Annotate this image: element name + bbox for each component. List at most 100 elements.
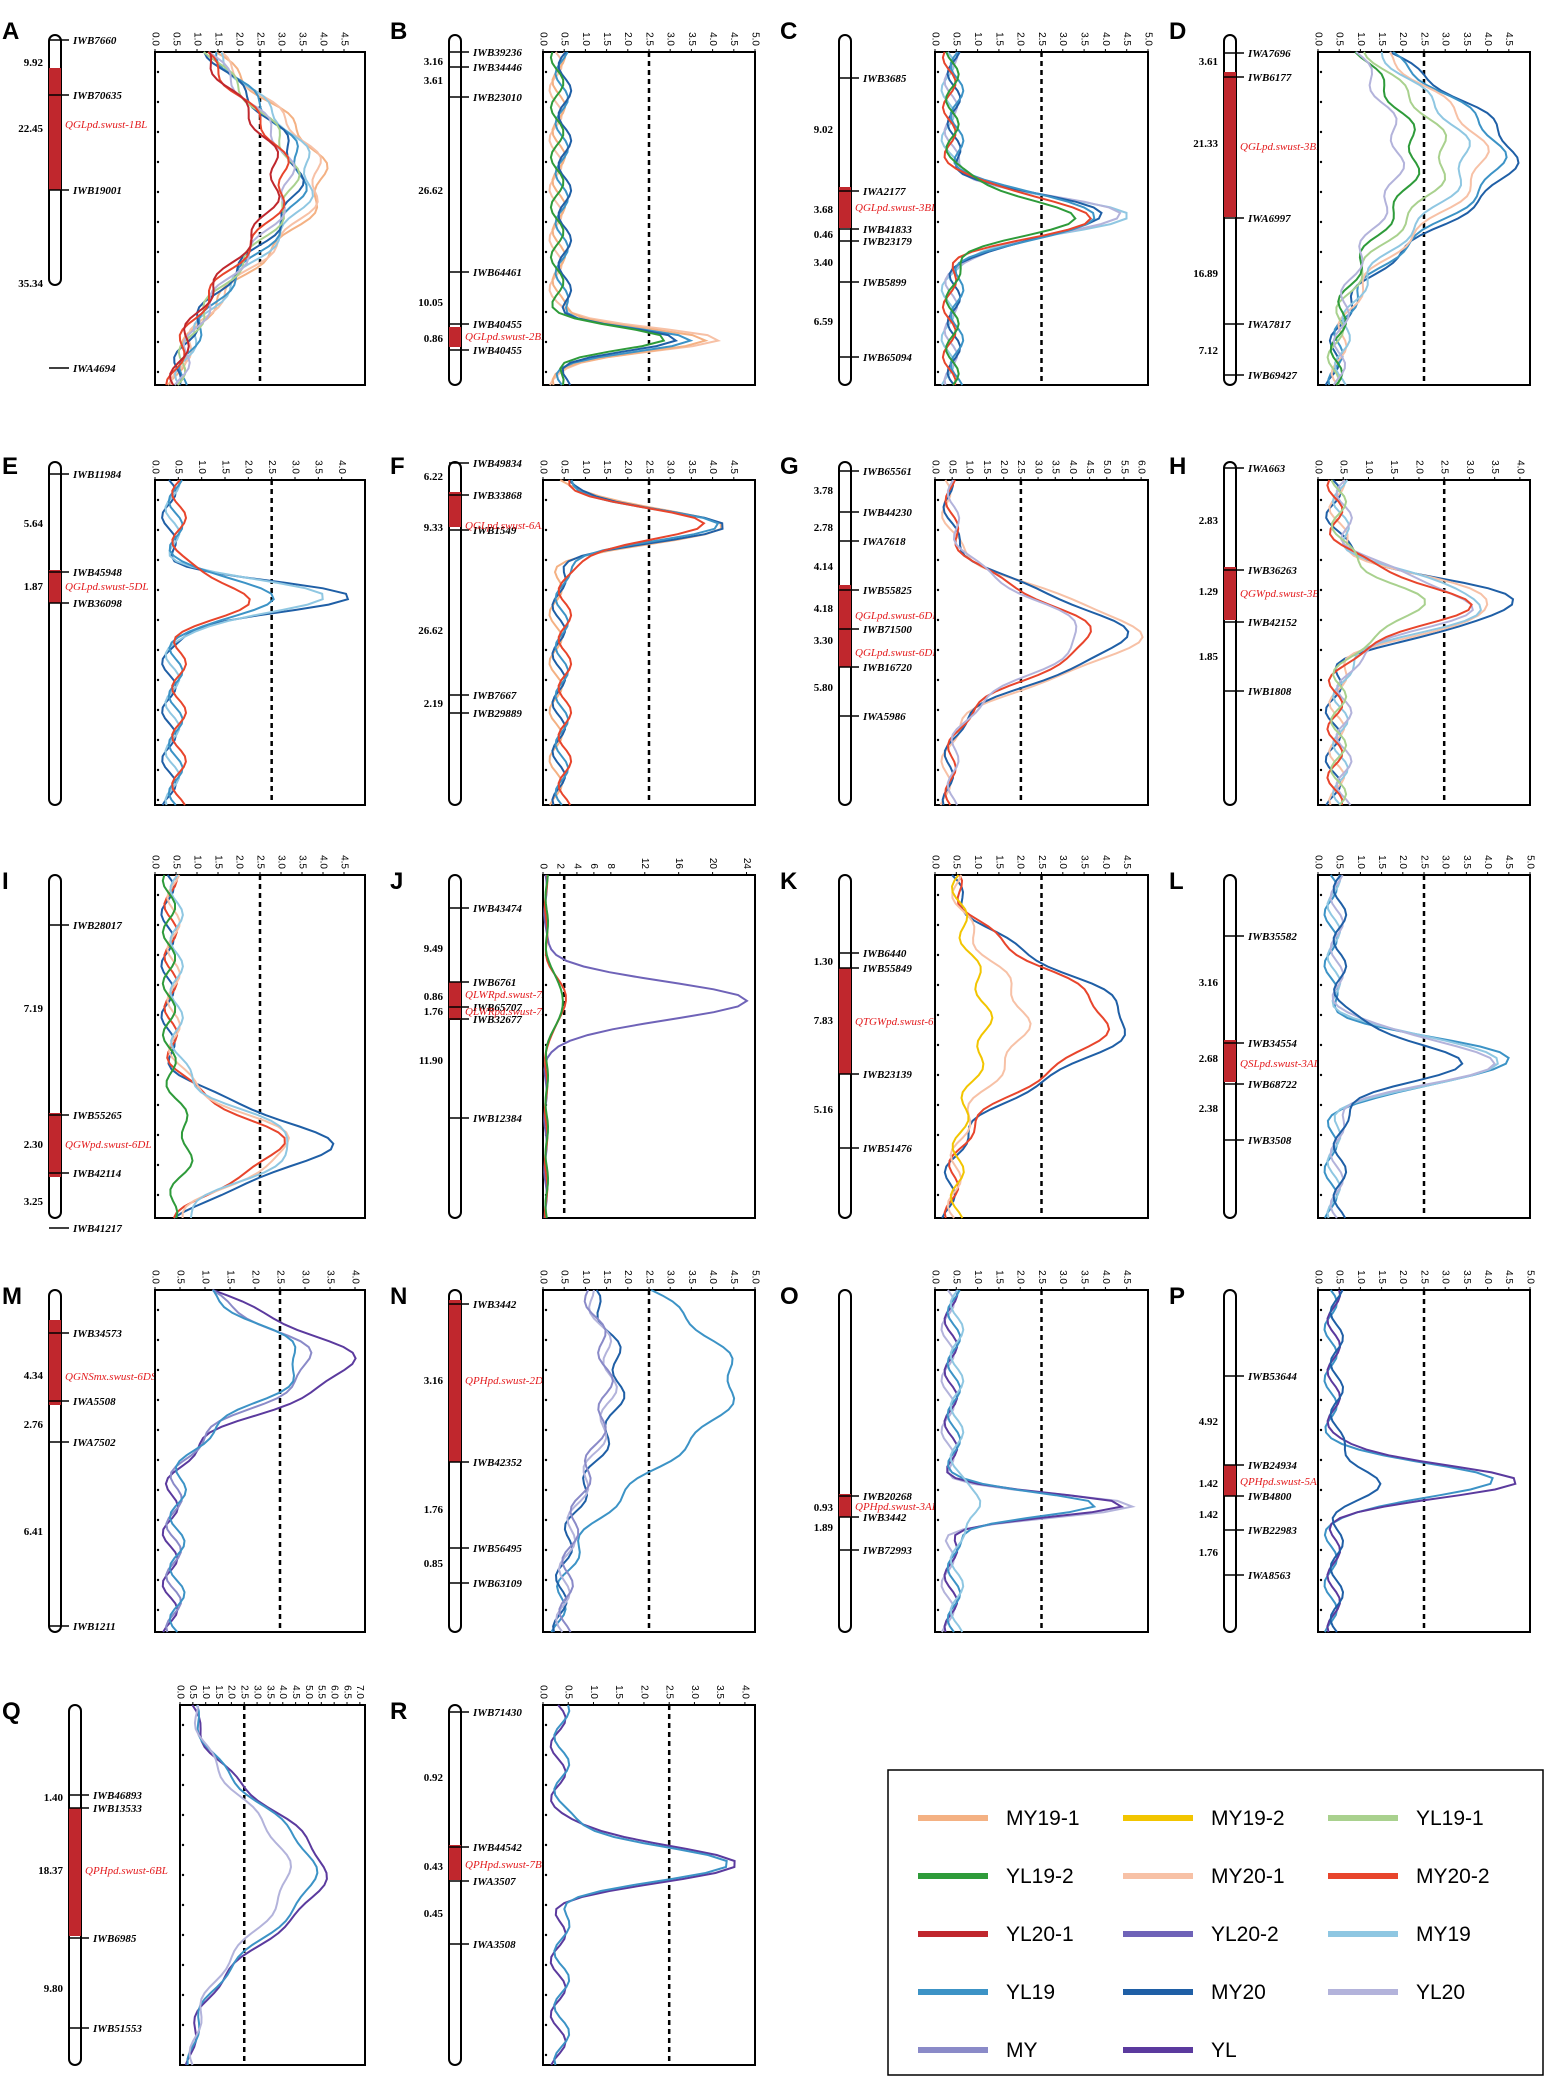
marker-label: IWA663 <box>1247 463 1286 475</box>
x-tick-label: 3.0 <box>1440 855 1451 869</box>
y-tick <box>1319 1548 1323 1552</box>
x-tick-label: 0.5 <box>563 1685 574 1699</box>
x-tick-label: 0.5 <box>951 855 962 869</box>
legend-label: MY <box>1006 2039 1038 2062</box>
x-tick-label: 2.5 <box>1418 855 1429 869</box>
marker-label: IWB34573 <box>72 1328 122 1340</box>
x-tick-label: 3.0 <box>665 1270 676 1284</box>
x-tick-label: 3.0 <box>665 32 676 46</box>
y-tick <box>544 100 548 104</box>
x-tick-label: 4.5 <box>1121 855 1132 869</box>
distance-label: 0.46 <box>814 229 834 241</box>
panel-K: K IWB6440 IWB55849 IWB23139 IWB51476 1.30 7.83… <box>780 855 1149 1219</box>
x-tick-label: 0.0 <box>537 32 548 46</box>
qtl-interval <box>1224 1040 1236 1082</box>
lod-curve-YL19-2 <box>945 51 1077 386</box>
distance-label: 1.42 <box>1199 1478 1219 1490</box>
distance-label: 9.49 <box>424 943 444 955</box>
legend-label: MY20-2 <box>1416 1865 1490 1888</box>
lod-curve-MY20-2 <box>171 479 251 806</box>
marker-label: IWB44230 <box>862 507 912 519</box>
y-tick <box>156 280 160 284</box>
qtl-interval <box>69 1808 81 1936</box>
y-tick <box>936 1488 940 1492</box>
distance-label: 1.29 <box>1199 586 1219 598</box>
marker-label: IWB33868 <box>472 490 522 502</box>
y-tick <box>544 70 548 74</box>
lod-curve-MY20 <box>1324 51 1520 386</box>
lod-curve-MY20 <box>552 1289 626 1633</box>
x-tick-label: 0.0 <box>537 1685 548 1699</box>
marker-label: IWB35582 <box>1247 931 1297 943</box>
x-tick-label: 3.0 <box>1057 855 1068 869</box>
x-tick-label: 2.5 <box>1015 460 1026 474</box>
x-tick-label: 1.5 <box>601 32 612 46</box>
x-tick-label: 2.0 <box>1397 32 1408 46</box>
distance-label: 3.61 <box>1199 56 1218 68</box>
y-tick <box>936 370 940 374</box>
x-tick-label: 5.0 <box>1142 32 1153 46</box>
distance-label: 3.16 <box>424 1375 444 1387</box>
x-tick-label: 0.5 <box>951 1270 962 1284</box>
marker-label: IWB34446 <box>472 62 522 74</box>
panel-P: P IWB53644 IWB24934 IWB4800 IWB22983 IWA8563 4… <box>1169 1270 1535 1633</box>
legend-label: YL19-1 <box>1416 1807 1484 1830</box>
y-tick <box>156 1013 160 1017</box>
y-tick <box>936 1013 940 1017</box>
y-tick <box>936 1103 940 1107</box>
y-tick <box>1319 678 1323 682</box>
x-tick-label: 3.0 <box>1057 32 1068 46</box>
distance-label: 0.92 <box>424 1772 444 1784</box>
y-tick <box>156 1163 160 1167</box>
qtl-name: QPHpd.swust-3AL <box>855 1501 938 1513</box>
qtl-interval <box>49 570 61 603</box>
x-tick-label: 0.0 <box>174 1685 185 1699</box>
distance-label: 35.34 <box>18 278 43 290</box>
y-tick <box>1319 1193 1323 1197</box>
qtl-interval <box>449 492 461 527</box>
legend-label: MY20 <box>1211 1981 1266 2004</box>
marker-label: IWA7618 <box>862 536 906 548</box>
x-tick-label: 4.0 <box>336 460 347 474</box>
y-tick <box>156 1608 160 1612</box>
distance-label: 1.87 <box>24 581 44 593</box>
x-tick-label: 0.5 <box>187 1685 198 1699</box>
lod-curve-MY20-1 <box>946 874 1032 1219</box>
panel-R: R IWB71430 IWB44542 IWA3507 IWA3508 0.92 0.43 0… <box>390 1685 756 2066</box>
x-tick-label: 1.5 <box>993 32 1004 46</box>
distance-label: 1.76 <box>424 1006 444 1018</box>
distance-label: 3.16 <box>1199 977 1219 989</box>
x-tick-label: 3.0 <box>289 460 300 474</box>
y-tick <box>544 1843 548 1847</box>
y-tick <box>544 160 548 164</box>
qtl-name: QGLpd.swust-5DL <box>65 581 148 593</box>
x-tick-label: 1.0 <box>200 1685 211 1699</box>
marker-label: IWB20268 <box>862 1491 912 1503</box>
x-tick-label: 4.0 <box>1482 855 1493 869</box>
x-tick-label: 20 <box>707 858 718 870</box>
x-tick-label: 2.0 <box>1015 32 1026 46</box>
y-tick <box>156 100 160 104</box>
distance-label: 3.61 <box>424 75 443 87</box>
panel-label: N <box>390 1283 407 1310</box>
qtl-interval <box>449 982 461 1020</box>
marker-label: IWB45948 <box>72 567 122 579</box>
y-tick <box>544 1338 548 1342</box>
y-tick <box>936 70 940 74</box>
legend-label: YL20-2 <box>1211 1923 1279 1946</box>
y-tick <box>156 1193 160 1197</box>
legend-label: MY19-2 <box>1211 1807 1285 1830</box>
y-tick <box>156 1073 160 1077</box>
y-tick <box>156 558 160 562</box>
y-tick <box>1319 558 1323 562</box>
y-tick <box>1319 983 1323 987</box>
lod-curve-MY20 <box>1329 1289 1382 1633</box>
lod-curve-YL19-1 <box>176 51 301 386</box>
marker-label: IWB42352 <box>472 1457 522 1469</box>
y-tick <box>156 190 160 194</box>
marker-label: IWA5508 <box>72 1396 116 1408</box>
y-tick <box>936 1193 940 1197</box>
y-tick <box>936 588 940 592</box>
marker-label: IWB68722 <box>1247 1079 1297 1091</box>
marker-label: IWB23139 <box>862 1069 912 1081</box>
